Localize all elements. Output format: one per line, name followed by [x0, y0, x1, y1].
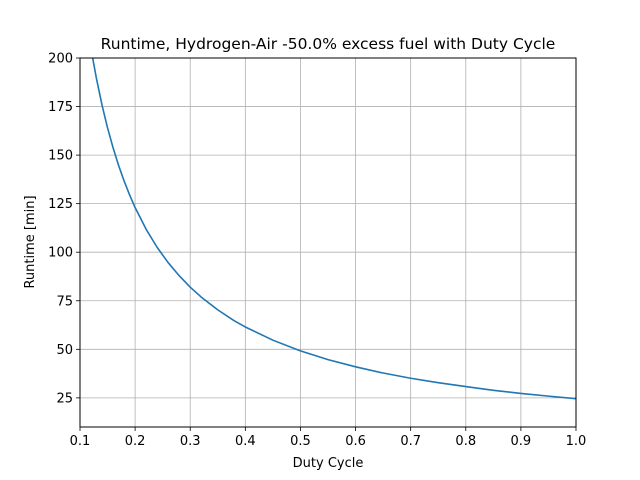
x-tick-label: 0.4 — [235, 434, 256, 449]
x-tick-label: 1.0 — [566, 434, 587, 449]
plot-frame — [79, 57, 577, 428]
y-tick-label: 25 — [56, 391, 73, 406]
chart-title: Runtime, Hydrogen-Air -50.0% excess fuel… — [101, 35, 556, 53]
y-tick-label: 50 — [56, 343, 73, 358]
x-tick-label: 0.2 — [125, 434, 146, 449]
y-tick-label: 100 — [48, 246, 73, 261]
x-axis-label: Duty Cycle — [293, 456, 364, 471]
x-tick-label: 0.3 — [180, 434, 201, 449]
y-axis-label: Runtime [min] — [23, 195, 38, 288]
series-layer — [91, 57, 577, 400]
y-tick-label: 175 — [48, 100, 73, 115]
y-tick-label: 75 — [56, 294, 73, 309]
x-tick-label: 0.6 — [345, 434, 366, 449]
x-tick-label: 0.9 — [511, 434, 532, 449]
x-ticks: 0.1 0.2 0.3 0.4 0.5 0.6 0.7 0.8 0.9 1.0 — [70, 427, 587, 449]
y-ticks: 25 50 75 100 125 150 175 200 — [48, 52, 80, 406]
y-tick-label: 150 — [48, 149, 73, 164]
y-tick-label: 125 — [48, 197, 73, 212]
x-tick-label: 0.1 — [70, 434, 91, 449]
x-tick-label: 0.7 — [400, 434, 421, 449]
y-tick-label: 200 — [48, 52, 73, 67]
x-tick-label: 0.8 — [455, 434, 476, 449]
x-tick-label: 0.5 — [290, 434, 311, 449]
series-line — [91, 57, 577, 400]
